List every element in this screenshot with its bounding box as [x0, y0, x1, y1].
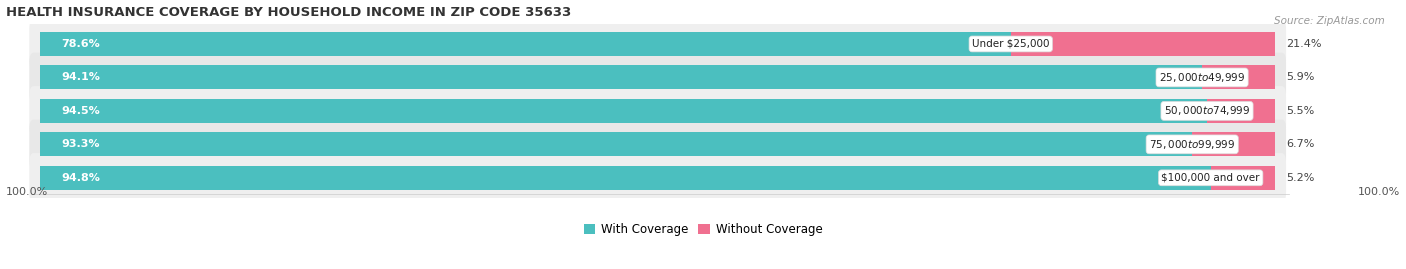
Text: 5.9%: 5.9% [1286, 72, 1315, 82]
Text: 100.0%: 100.0% [1358, 187, 1400, 197]
Legend: With Coverage, Without Coverage: With Coverage, Without Coverage [579, 218, 827, 241]
Bar [41, 99, 1206, 123]
Bar [41, 132, 1192, 156]
Text: $100,000 and over: $100,000 and over [1161, 173, 1260, 183]
Text: 94.1%: 94.1% [62, 72, 100, 82]
FancyBboxPatch shape [30, 19, 1286, 69]
Text: 5.5%: 5.5% [1286, 106, 1315, 116]
Bar [1192, 132, 1275, 156]
Bar [41, 166, 1211, 190]
Text: HEALTH INSURANCE COVERAGE BY HOUSEHOLD INCOME IN ZIP CODE 35633: HEALTH INSURANCE COVERAGE BY HOUSEHOLD I… [6, 6, 571, 19]
Bar [41, 32, 1011, 56]
Text: 21.4%: 21.4% [1286, 39, 1322, 49]
Bar [41, 65, 1202, 90]
FancyBboxPatch shape [30, 153, 1286, 203]
Text: 6.7%: 6.7% [1286, 139, 1315, 149]
Bar [1202, 65, 1275, 90]
FancyBboxPatch shape [30, 53, 1286, 102]
Bar [1206, 99, 1275, 123]
Text: 5.2%: 5.2% [1286, 173, 1315, 183]
Text: Source: ZipAtlas.com: Source: ZipAtlas.com [1274, 16, 1385, 26]
Text: 100.0%: 100.0% [6, 187, 48, 197]
Text: 94.5%: 94.5% [62, 106, 100, 116]
Text: 78.6%: 78.6% [62, 39, 100, 49]
Text: Under $25,000: Under $25,000 [972, 39, 1049, 49]
Text: $50,000 to $74,999: $50,000 to $74,999 [1164, 104, 1250, 117]
Bar [1211, 166, 1275, 190]
Text: $75,000 to $99,999: $75,000 to $99,999 [1149, 138, 1236, 151]
Text: 94.8%: 94.8% [62, 173, 100, 183]
FancyBboxPatch shape [30, 86, 1286, 136]
Text: $25,000 to $49,999: $25,000 to $49,999 [1159, 71, 1246, 84]
Text: 93.3%: 93.3% [62, 139, 100, 149]
Bar [1011, 32, 1275, 56]
FancyBboxPatch shape [30, 120, 1286, 169]
